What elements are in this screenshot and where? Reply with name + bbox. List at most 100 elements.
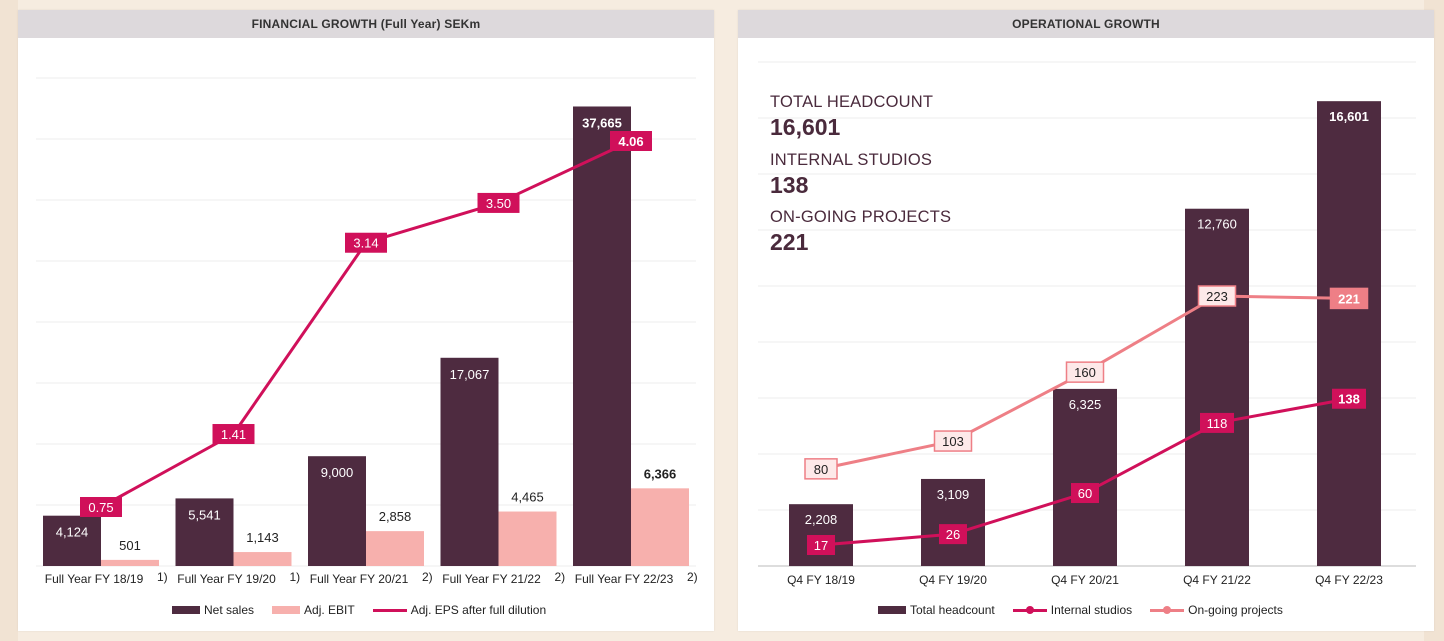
data-label-total-headcount: 3,109 xyxy=(937,487,970,502)
legend-item-adj-ebit: Adj. EBIT xyxy=(272,603,355,617)
data-label-ongoing-projects: 103 xyxy=(942,434,964,449)
data-label-net-sales: 4,124 xyxy=(56,525,89,540)
data-label-total-headcount: 6,325 xyxy=(1069,397,1102,412)
bar-adj-ebit xyxy=(101,559,159,566)
data-label-internal-studios: 118 xyxy=(1207,416,1228,431)
data-label-internal-studios: 17 xyxy=(814,538,828,553)
tick-label: Full Year FY 22/23 xyxy=(575,572,674,586)
legend-item-net-sales: Net sales xyxy=(172,603,254,617)
data-label-ongoing-projects-box xyxy=(804,458,838,480)
bar-total-headcount xyxy=(1317,101,1381,566)
legend-dot xyxy=(1025,605,1034,614)
data-label-internal-studios: 60 xyxy=(1078,486,1092,501)
kpi-value: 138 xyxy=(770,172,809,198)
bar-net-sales xyxy=(43,515,101,566)
data-label-adj-eps: 3.50 xyxy=(486,196,511,211)
legend-label: Internal studios xyxy=(1050,603,1133,617)
panel-header: FINANCIAL GROWTH (Full Year) SEKm xyxy=(18,10,714,38)
tick-label: Q4 FY 21/22 xyxy=(1183,573,1251,587)
data-label-internal-studios-box xyxy=(1200,412,1234,433)
kpi-internal-studios: INTERNAL STUDIOS 138 xyxy=(770,151,932,199)
legend-label: Adj. EBIT xyxy=(304,603,355,617)
legend-swatch xyxy=(1150,605,1185,614)
data-label-ongoing-projects-box xyxy=(1329,287,1369,310)
data-label-net-sales: 5,541 xyxy=(188,507,221,522)
legend-item-ongoing-projects: On-going projects xyxy=(1150,603,1283,617)
bar-net-sales xyxy=(440,357,499,566)
kpi-total-headcount: TOTAL HEADCOUNT 16,601 xyxy=(770,93,933,141)
data-label-adj-eps-box xyxy=(345,232,387,253)
tick-label: Q4 FY 19/20 xyxy=(919,573,987,587)
data-label-internal-studios: 26 xyxy=(946,527,960,542)
bar-adj-ebit xyxy=(366,531,424,566)
panel-header: OPERATIONAL GROWTH xyxy=(738,10,1434,38)
legend-item-adj-eps: Adj. EPS after full dilution xyxy=(372,603,547,617)
data-label-ongoing-projects-box xyxy=(1197,285,1237,307)
data-label-ongoing-projects-box xyxy=(933,430,973,452)
data-label-adj-eps-box xyxy=(477,192,520,213)
data-label-adj-ebit: 2,858 xyxy=(379,509,412,524)
legend-swatch xyxy=(372,608,407,612)
bar-adj-ebit xyxy=(631,488,689,566)
data-label-total-headcount: 12,760 xyxy=(1197,217,1237,232)
legend-label: Net sales xyxy=(204,603,255,617)
footnote-marker: 1) xyxy=(157,570,168,584)
data-label-ongoing-projects: 221 xyxy=(1338,291,1360,306)
legend-swatch xyxy=(878,606,906,614)
data-label-internal-studios: 138 xyxy=(1338,392,1360,407)
kpi-ongoing-projects: ON-GOING PROJECTS 221 xyxy=(770,208,951,256)
tick-label: Full Year FY 20/21 xyxy=(310,572,409,586)
data-label-total-headcount: 16,601 xyxy=(1329,109,1369,124)
data-label-adj-eps-box xyxy=(610,131,652,151)
legend-item-internal-studios: Internal studios xyxy=(1012,603,1133,617)
data-label-adj-eps-box xyxy=(80,497,122,517)
legend-item-total-headcount: Total headcount xyxy=(878,603,995,617)
operational-legend: Total headcount Internal studios On-goin… xyxy=(878,603,1301,617)
footnote-marker: 2) xyxy=(687,570,698,584)
data-label-adj-eps: 0.75 xyxy=(88,500,113,515)
data-label-ongoing-projects: 80 xyxy=(814,462,828,477)
background-shape xyxy=(0,0,18,641)
tick-label: Q4 FY 20/21 xyxy=(1051,573,1119,587)
legend-swatch xyxy=(1012,605,1047,614)
data-label-adj-ebit: 501 xyxy=(119,538,141,553)
legend-label: Adj. EPS after full dilution xyxy=(410,603,547,617)
legend-dot xyxy=(1163,605,1172,614)
kpi-value: 221 xyxy=(770,229,809,255)
data-label-internal-studios-box xyxy=(1332,388,1366,409)
tick-label: Q4 FY 18/19 xyxy=(787,573,855,587)
footnote-marker: 1) xyxy=(290,570,301,584)
bar-total-headcount xyxy=(1053,388,1117,566)
footnote-marker: 2) xyxy=(422,570,433,584)
data-label-adj-eps: 3.14 xyxy=(353,236,378,251)
data-label-adj-ebit: 4,465 xyxy=(511,490,544,505)
kpi-label: INTERNAL STUDIOS xyxy=(770,151,933,169)
tick-label: Q4 FY 22/23 xyxy=(1315,573,1383,587)
bar-net-sales xyxy=(573,106,631,566)
data-label-ongoing-projects-box xyxy=(1065,361,1105,383)
bar-adj-ebit xyxy=(498,511,557,566)
data-label-adj-eps-box xyxy=(212,424,255,445)
data-label-ongoing-projects: 160 xyxy=(1074,365,1096,380)
bar-net-sales xyxy=(308,456,366,566)
data-label-net-sales: 9,000 xyxy=(321,465,354,480)
data-label-internal-studios-box xyxy=(807,535,835,555)
bar-net-sales xyxy=(175,498,234,566)
tick-label: Full Year FY 18/19 xyxy=(45,572,144,586)
data-label-adj-ebit: 6,366 xyxy=(644,466,677,481)
legend-label: On-going projects xyxy=(1188,603,1283,617)
data-label-net-sales: 17,067 xyxy=(450,367,490,382)
kpi-value: 16,601 xyxy=(770,114,841,140)
data-label-ongoing-projects: 223 xyxy=(1206,289,1228,304)
data-label-internal-studios-box xyxy=(1071,483,1099,504)
data-label-internal-studios-box xyxy=(939,524,967,545)
legend-label: Total headcount xyxy=(910,603,995,617)
bar-adj-ebit xyxy=(233,552,292,566)
data-label-adj-eps: 4.06 xyxy=(618,134,643,149)
legend-swatch xyxy=(272,606,301,614)
data-label-total-headcount: 2,208 xyxy=(805,512,838,527)
kpi-label: TOTAL HEADCOUNT xyxy=(770,93,934,111)
tick-label: Full Year FY 19/20 xyxy=(177,572,276,586)
